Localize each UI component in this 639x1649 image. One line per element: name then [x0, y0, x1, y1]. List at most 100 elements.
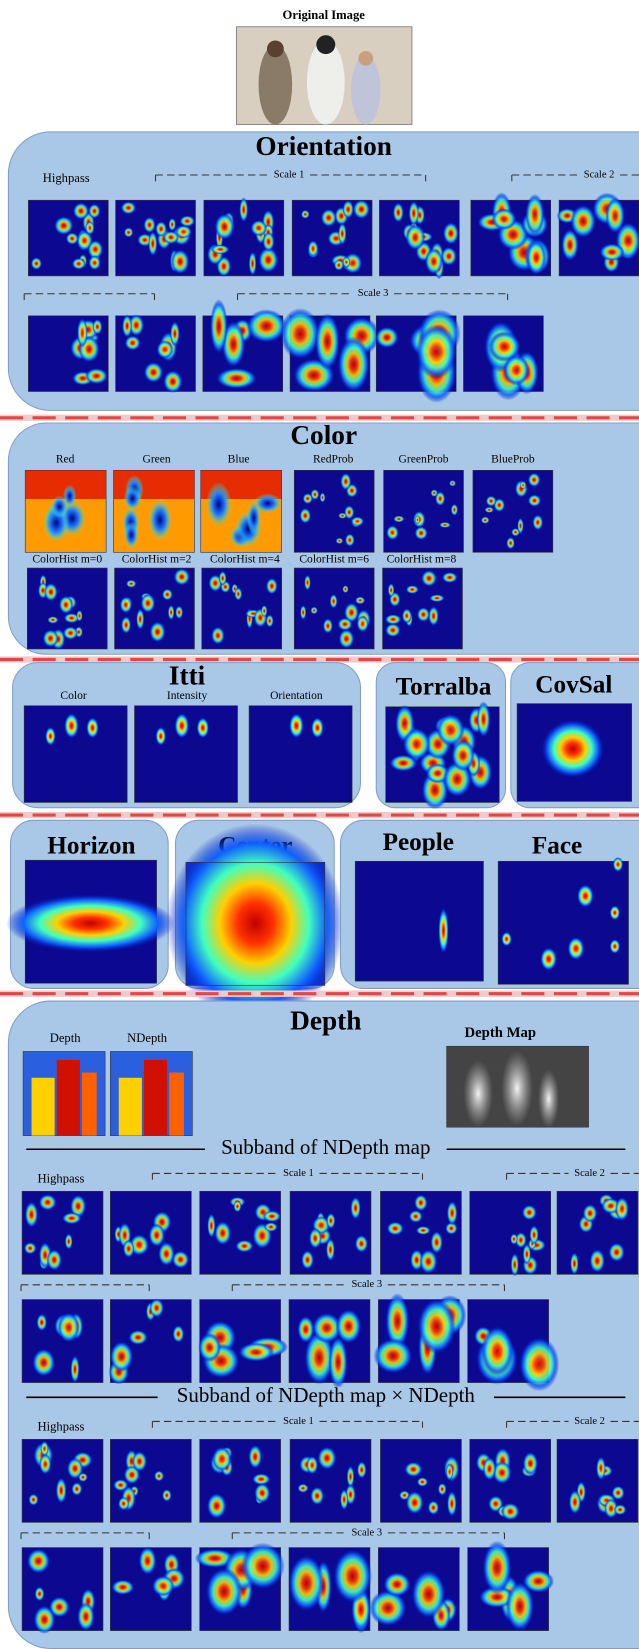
- section-title: Torralba: [396, 674, 492, 701]
- label: Intensity: [167, 689, 208, 702]
- feature-blob: [88, 203, 101, 219]
- feature-blob: [319, 492, 326, 503]
- feature-blob: [175, 605, 184, 620]
- feature-blob: [414, 1194, 428, 1212]
- label: ColorHist m=0: [32, 552, 102, 565]
- feature-blob: [322, 618, 333, 634]
- feature-blob: [210, 244, 230, 255]
- feature-blob: [613, 1504, 627, 1516]
- feature-blob: [246, 309, 287, 343]
- feature-blob: [155, 221, 167, 237]
- feature-blob: [333, 1549, 373, 1604]
- feature-blob: [521, 1204, 537, 1221]
- feature-blob: [109, 1341, 134, 1372]
- feature-blob: [510, 1233, 518, 1245]
- feature-blob: [506, 536, 515, 550]
- feature-blob: [46, 1249, 63, 1271]
- feature-blob: [64, 1233, 73, 1250]
- feature-blob: [234, 587, 243, 601]
- feature-blob: [440, 246, 457, 266]
- feature-blob: [387, 583, 395, 598]
- feature-blob: [417, 1298, 456, 1354]
- depth-blob: [463, 1059, 493, 1128]
- feature-blob: [173, 568, 190, 586]
- feature-blob: [449, 480, 456, 487]
- feature-blob: [596, 1456, 606, 1481]
- label: ColorHist m=6: [299, 552, 369, 565]
- feature-blob: [301, 1250, 314, 1270]
- feature-blob: [415, 1226, 431, 1235]
- feature-blob: [344, 533, 355, 547]
- feature-blob: [339, 1488, 349, 1511]
- feature-blob: [158, 1241, 175, 1266]
- feature-blob: [389, 754, 418, 772]
- feature-blob: [218, 570, 227, 586]
- feature-blob: [561, 228, 579, 261]
- image-title: Depth Map: [465, 1025, 536, 1041]
- feature-blob: [428, 606, 439, 626]
- feature-map: [497, 860, 629, 985]
- feature-blob: [65, 232, 79, 245]
- feature-blob: [238, 1342, 275, 1362]
- feature-blob: [611, 1485, 625, 1501]
- feature-blob: [304, 1330, 334, 1385]
- feature-blob: [335, 1308, 362, 1344]
- feature-blob: [424, 248, 444, 275]
- section-title: Color: [290, 420, 357, 450]
- feature-blob: [451, 739, 475, 772]
- feature-blob: [384, 614, 402, 625]
- section-title: CovSal: [535, 672, 612, 699]
- feature-blob: [350, 1196, 361, 1220]
- feature-blob: [85, 368, 108, 385]
- feature-blob: [136, 608, 145, 630]
- feature-blob: [392, 202, 404, 223]
- feature-blob: [258, 247, 279, 273]
- depth-region: [56, 1059, 80, 1136]
- feature-blob: [261, 604, 268, 618]
- feature-blob: [445, 1222, 458, 1235]
- feature-blob: [342, 585, 349, 594]
- feature-blob: [34, 1586, 45, 1602]
- feature-blob: [45, 726, 56, 746]
- feature-blob: [427, 1500, 440, 1515]
- feature-blob: [385, 1293, 410, 1350]
- feature-blob: [416, 607, 430, 622]
- feature-blob: [582, 1204, 598, 1223]
- feature-blob: [310, 606, 318, 615]
- feature-blob: [265, 614, 274, 628]
- scale-label: Scale 1: [274, 169, 305, 180]
- feature-blob: [138, 1546, 157, 1575]
- feature-blob: [76, 609, 83, 622]
- feature-blob: [335, 537, 344, 544]
- feature-blob: [77, 317, 88, 348]
- feature-blob: [264, 1222, 278, 1232]
- feature-blob: [30, 257, 42, 270]
- depth-region: [31, 1077, 55, 1136]
- feature-blob: [615, 1196, 629, 1221]
- feature-blob: [491, 208, 517, 230]
- feature-blob: [414, 526, 428, 540]
- feature-blob: [198, 1332, 222, 1362]
- feature-blob: [519, 481, 527, 490]
- label: NDepth: [127, 1031, 168, 1045]
- feature-blob: [156, 340, 174, 359]
- label: Highpass: [37, 1420, 84, 1434]
- feature-blob: [71, 257, 86, 270]
- feature-blob: [570, 1252, 579, 1276]
- feature-blob: [38, 1194, 57, 1211]
- feature-blob: [408, 200, 420, 226]
- feature-blob: [386, 525, 399, 541]
- subband-title: Subband of NDepth map: [221, 1135, 430, 1159]
- feature-blob: [239, 197, 249, 223]
- feature-blob: [42, 629, 59, 648]
- feature-blob: [503, 354, 530, 386]
- feature-blob: [33, 1605, 56, 1634]
- depth-region: [169, 1072, 184, 1136]
- feature-blob: [441, 572, 458, 583]
- feature-blob: [576, 884, 594, 908]
- feature-blob: [304, 574, 311, 591]
- feature-blob: [599, 243, 625, 262]
- feature-blob: [143, 361, 164, 383]
- feature-blob: [169, 321, 180, 347]
- section-title: Orientation: [255, 131, 392, 161]
